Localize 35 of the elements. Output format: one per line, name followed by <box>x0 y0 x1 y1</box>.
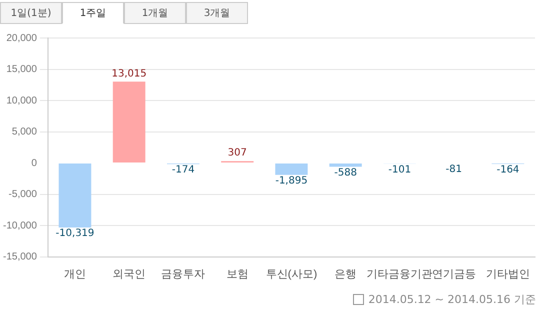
x-tick-label: 은행 <box>334 268 357 280</box>
data-label: -1,895 <box>275 175 308 186</box>
bar <box>112 82 146 163</box>
bar <box>329 164 362 167</box>
y-tick-label: 5,000 <box>12 126 38 138</box>
y-tick-label: -15,000 <box>2 252 38 263</box>
y-tick-label: -5,000 <box>8 189 38 200</box>
x-tick-label: 기타금융기관 <box>366 268 433 280</box>
y-tick-label: 10,000 <box>6 95 38 106</box>
text: 2014.05.12 ~ 2014.05.16 기준 <box>368 292 536 307</box>
data-label: 307 <box>228 148 247 159</box>
bar <box>275 164 308 175</box>
bar <box>58 164 92 228</box>
y-tick-label: 20,000 <box>6 32 38 44</box>
data-label: -588 <box>334 167 357 178</box>
data-label: -174 <box>172 164 195 176</box>
data-label: -10,319 <box>56 228 94 240</box>
y-tick-label: 0 <box>31 158 38 169</box>
x-tick-label: 보험 <box>226 268 248 280</box>
data-label: -101 <box>388 164 412 176</box>
x-tick-label: 기타법인 <box>486 268 530 280</box>
data-label: 13,015 <box>112 68 147 80</box>
data-label: -81 <box>446 164 462 176</box>
data-label: -164 <box>496 164 520 176</box>
y-tick-label: -10,000 <box>2 220 38 232</box>
x-tick-label: 외국인 <box>112 268 146 280</box>
x-tick-label: 금융투자 <box>161 268 206 280</box>
y-tick-label: 15,000 <box>6 64 38 76</box>
x-tick-label: 투신(사모) <box>266 268 318 280</box>
text: 3개월 <box>186 2 248 24</box>
text: 1일(1분) <box>0 2 62 24</box>
x-tick-label: 연기금등 <box>432 268 476 280</box>
text: 1개월 <box>124 2 186 24</box>
text: 1주일 <box>62 2 124 24</box>
x-tick-label: 개인 <box>64 268 86 280</box>
